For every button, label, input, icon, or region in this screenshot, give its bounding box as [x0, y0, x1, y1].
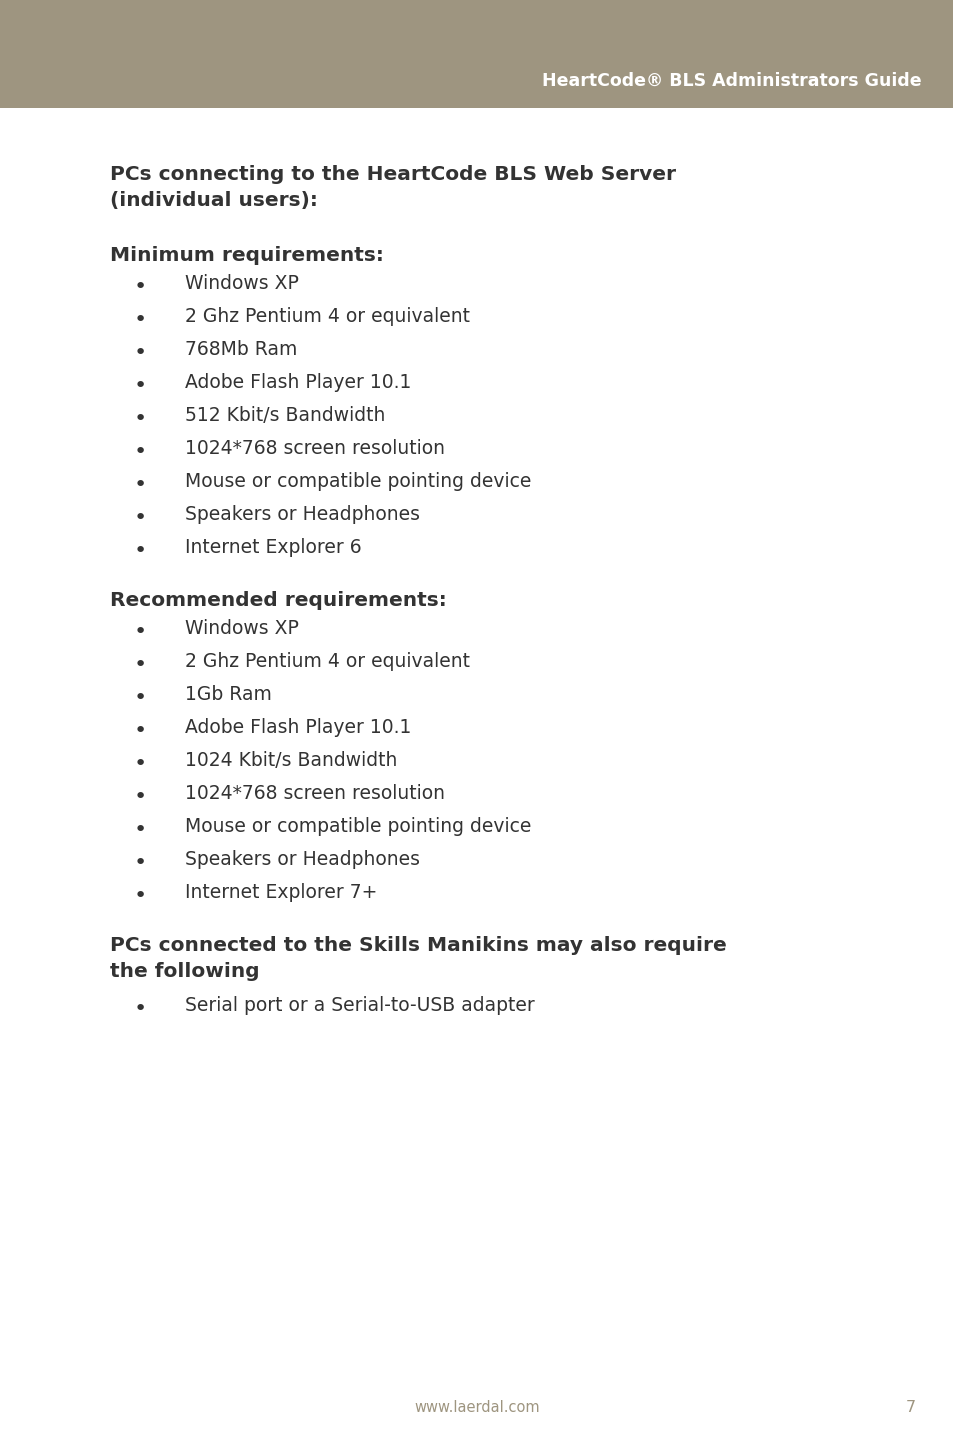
Text: www.laerdal.com: www.laerdal.com	[414, 1400, 539, 1415]
Text: Windows XP: Windows XP	[185, 619, 298, 639]
Text: •: •	[133, 410, 147, 430]
Text: •: •	[133, 886, 147, 906]
Text: •: •	[133, 755, 147, 775]
Text: PCs connected to the Skills Manikins may also require: PCs connected to the Skills Manikins may…	[110, 937, 726, 955]
Text: Serial port or a Serial-to-USB adapter: Serial port or a Serial-to-USB adapter	[185, 997, 535, 1015]
Text: Minimum requirements:: Minimum requirements:	[110, 246, 383, 265]
Text: Internet Explorer 6: Internet Explorer 6	[185, 538, 361, 557]
Text: Mouse or compatible pointing device: Mouse or compatible pointing device	[185, 473, 531, 491]
Text: •: •	[133, 1000, 147, 1020]
Text: Speakers or Headphones: Speakers or Headphones	[185, 851, 419, 869]
Text: •: •	[133, 853, 147, 874]
Text: Speakers or Headphones: Speakers or Headphones	[185, 505, 419, 524]
Text: PCs connecting to the HeartCode BLS Web Server: PCs connecting to the HeartCode BLS Web …	[110, 165, 676, 183]
Text: Adobe Flash Player 10.1: Adobe Flash Player 10.1	[185, 717, 411, 737]
Text: •: •	[133, 621, 147, 642]
Bar	[0, 103, 953, 107]
Text: •: •	[133, 720, 147, 740]
Text: (individual users):: (individual users):	[110, 190, 317, 211]
Text: 2 Ghz Pentium 4 or equivalent: 2 Ghz Pentium 4 or equivalent	[185, 652, 470, 672]
Text: 7: 7	[905, 1400, 915, 1415]
Text: •: •	[133, 475, 147, 495]
Text: •: •	[133, 788, 147, 808]
Text: •: •	[133, 377, 147, 397]
Text: •: •	[133, 309, 147, 329]
Text: •: •	[133, 508, 147, 528]
Text: 2 Ghz Pentium 4 or equivalent: 2 Ghz Pentium 4 or equivalent	[185, 306, 470, 326]
Text: Mouse or compatible pointing device: Mouse or compatible pointing device	[185, 818, 531, 836]
Text: 768Mb Ram: 768Mb Ram	[185, 339, 297, 359]
Text: •: •	[133, 344, 147, 362]
Text: •: •	[133, 654, 147, 674]
Text: 1024*768 screen resolution: 1024*768 screen resolution	[185, 440, 444, 458]
Text: •: •	[133, 442, 147, 463]
Bar	[0, 0, 953, 103]
Text: •: •	[133, 541, 147, 561]
Text: Internet Explorer 7+: Internet Explorer 7+	[185, 884, 377, 902]
Text: 1024*768 screen resolution: 1024*768 screen resolution	[185, 783, 444, 803]
Text: 1Gb Ram: 1Gb Ram	[185, 684, 272, 705]
Text: Windows XP: Windows XP	[185, 274, 298, 294]
Text: 512 Kbit/s Bandwidth: 512 Kbit/s Bandwidth	[185, 407, 385, 425]
Text: •: •	[133, 276, 147, 296]
Text: Adobe Flash Player 10.1: Adobe Flash Player 10.1	[185, 372, 411, 392]
Text: HeartCode® BLS Administrators Guide: HeartCode® BLS Administrators Guide	[542, 72, 921, 90]
Text: the following: the following	[110, 962, 259, 981]
Text: •: •	[133, 821, 147, 841]
Text: •: •	[133, 687, 147, 707]
Text: 1024 Kbit/s Bandwidth: 1024 Kbit/s Bandwidth	[185, 750, 397, 770]
Text: Recommended requirements:: Recommended requirements:	[110, 591, 446, 610]
